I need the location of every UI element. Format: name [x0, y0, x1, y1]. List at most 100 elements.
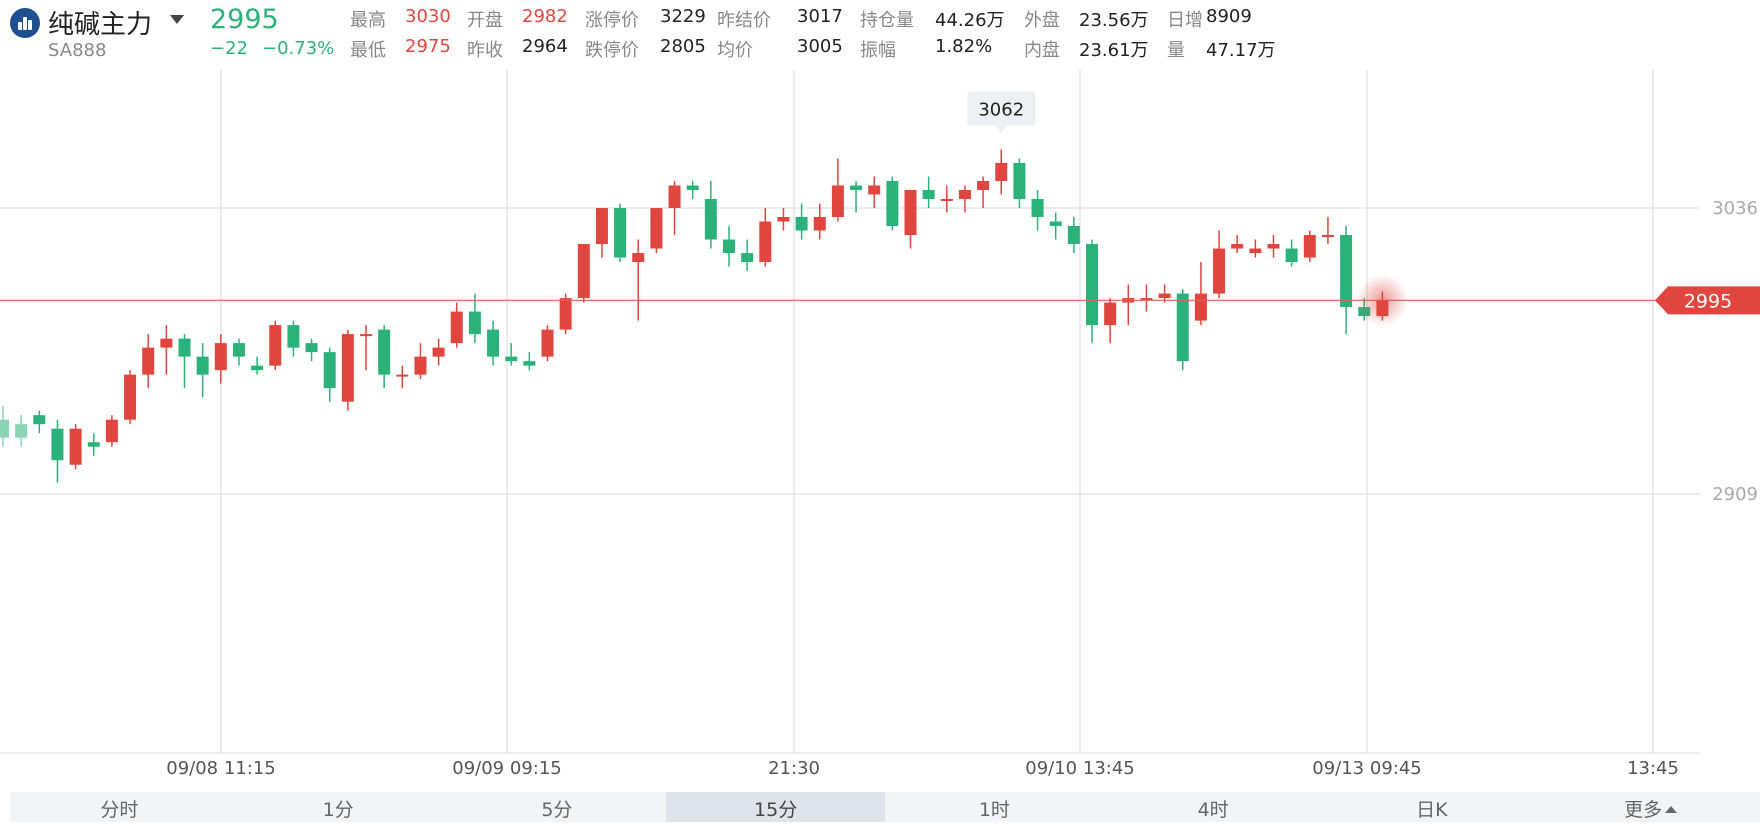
tab-period-1[interactable]: 1分: [229, 792, 448, 822]
candle[interactable]: [1285, 239, 1298, 267]
candle[interactable]: [1086, 239, 1098, 344]
candle[interactable]: [1140, 284, 1153, 312]
candle[interactable]: [686, 180, 699, 199]
candle[interactable]: [559, 293, 572, 335]
chevron-down-icon[interactable]: [170, 15, 184, 24]
candle[interactable]: [868, 176, 881, 208]
candle[interactable]: [505, 343, 518, 366]
candle-body: [178, 338, 191, 357]
candle[interactable]: [1176, 289, 1189, 371]
stat-value: 2964: [522, 36, 568, 57]
tab-period-2[interactable]: 5分: [448, 792, 667, 822]
candle[interactable]: [759, 208, 772, 267]
candle[interactable]: [178, 334, 191, 389]
candlestick-chart[interactable]: 3036 2909 3062 2995: [0, 70, 1760, 760]
candle[interactable]: [577, 244, 590, 303]
candle[interactable]: [886, 176, 899, 231]
candle[interactable]: [977, 176, 990, 208]
candle[interactable]: [1321, 217, 1334, 245]
candle[interactable]: [87, 433, 100, 456]
candle-body: [105, 419, 118, 443]
candle[interactable]: [850, 180, 863, 213]
candle[interactable]: [142, 334, 155, 389]
candle[interactable]: [1249, 239, 1262, 258]
candle[interactable]: [650, 208, 663, 254]
candle[interactable]: [940, 185, 953, 213]
candle[interactable]: [269, 320, 282, 371]
candle[interactable]: [595, 208, 608, 258]
candle[interactable]: [741, 239, 754, 272]
candle[interactable]: [468, 293, 481, 344]
candle[interactable]: [1104, 298, 1117, 344]
candle[interactable]: [922, 176, 935, 208]
candle[interactable]: [378, 325, 391, 389]
contract-code: SA888: [48, 40, 107, 61]
candle[interactable]: [396, 365, 409, 389]
candle[interactable]: [1049, 212, 1062, 240]
contract-name[interactable]: 纯碱主力: [48, 10, 153, 40]
candle[interactable]: [232, 338, 245, 366]
candle[interactable]: [160, 325, 173, 375]
candle[interactable]: [704, 180, 717, 249]
tab-period-6[interactable]: 日K: [1323, 792, 1542, 822]
candle[interactable]: [251, 356, 264, 375]
candle[interactable]: [214, 334, 227, 384]
candle[interactable]: [813, 203, 826, 240]
candle[interactable]: [668, 180, 681, 236]
candle[interactable]: [995, 149, 1008, 195]
candle[interactable]: [1122, 284, 1135, 326]
candle[interactable]: [305, 338, 318, 362]
candle[interactable]: [777, 208, 790, 231]
candle[interactable]: [341, 329, 354, 411]
candle-body: [759, 221, 772, 263]
candle[interactable]: [196, 343, 209, 398]
candle[interactable]: [523, 352, 536, 371]
candle[interactable]: [33, 410, 46, 434]
candle[interactable]: [1303, 230, 1316, 263]
tab-period-4[interactable]: 1时: [885, 792, 1104, 822]
candle[interactable]: [69, 424, 82, 470]
period-tabs: 分时 1分 5分 15分 1时 4时 日K 更多: [10, 792, 1760, 822]
candle[interactable]: [323, 347, 336, 402]
tab-period-3[interactable]: 15分: [666, 792, 885, 822]
candle[interactable]: [51, 419, 64, 483]
candle[interactable]: [105, 415, 118, 447]
candle[interactable]: [1213, 230, 1226, 299]
candle-body: [142, 347, 155, 375]
candle[interactable]: [1158, 284, 1171, 303]
stat-label: 量: [1167, 40, 1185, 61]
candle[interactable]: [414, 343, 427, 380]
candle[interactable]: [904, 189, 917, 249]
candle[interactable]: [795, 203, 808, 240]
candle[interactable]: [450, 302, 463, 348]
candle[interactable]: [632, 239, 645, 321]
tab-period-5[interactable]: 4时: [1104, 792, 1323, 822]
tab-more[interactable]: 更多: [1541, 792, 1760, 822]
candle[interactable]: [1267, 235, 1280, 258]
candle[interactable]: [15, 415, 28, 447]
candle[interactable]: [124, 370, 137, 425]
candle[interactable]: [831, 158, 844, 222]
candle[interactable]: [723, 226, 735, 267]
candle-body: [541, 329, 554, 357]
tab-label: 1时: [978, 799, 1010, 821]
candle[interactable]: [0, 406, 9, 447]
candle-body: [595, 208, 608, 245]
candle[interactable]: [1067, 217, 1080, 254]
candle[interactable]: [487, 320, 500, 366]
candle[interactable]: [1194, 262, 1207, 326]
price-change: −22: [210, 38, 248, 59]
candle[interactable]: [360, 325, 372, 371]
candle[interactable]: [1013, 158, 1026, 208]
candle[interactable]: [432, 338, 445, 366]
candle[interactable]: [1231, 235, 1244, 254]
tab-period-0[interactable]: 分时: [10, 792, 229, 822]
current-price-tag: 2995: [1655, 286, 1760, 315]
candle-body: [414, 356, 427, 375]
candle[interactable]: [287, 320, 300, 357]
candle[interactable]: [614, 203, 627, 263]
candle[interactable]: [958, 185, 971, 213]
candle[interactable]: [1031, 189, 1044, 231]
candle[interactable]: [541, 325, 554, 362]
candle[interactable]: [1340, 226, 1353, 335]
